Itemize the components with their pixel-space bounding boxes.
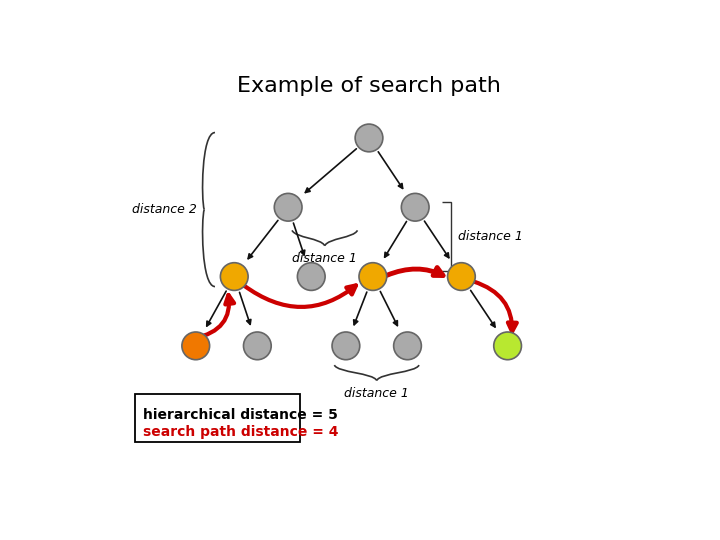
Text: Example of search path: Example of search path bbox=[237, 76, 501, 96]
Text: distance 1: distance 1 bbox=[344, 387, 409, 400]
Circle shape bbox=[494, 332, 521, 360]
Circle shape bbox=[182, 332, 210, 360]
Circle shape bbox=[448, 262, 475, 291]
Circle shape bbox=[220, 262, 248, 291]
Circle shape bbox=[332, 332, 360, 360]
Text: search path distance = 4: search path distance = 4 bbox=[143, 425, 338, 439]
Text: hierarchical distance = 5: hierarchical distance = 5 bbox=[143, 408, 338, 422]
Circle shape bbox=[401, 193, 429, 221]
FancyBboxPatch shape bbox=[135, 394, 300, 442]
Circle shape bbox=[243, 332, 271, 360]
Text: distance 1: distance 1 bbox=[457, 230, 523, 243]
Circle shape bbox=[355, 124, 383, 152]
Text: distance 1: distance 1 bbox=[292, 252, 357, 265]
Circle shape bbox=[394, 332, 421, 360]
Circle shape bbox=[297, 262, 325, 291]
Circle shape bbox=[359, 262, 387, 291]
Text: distance 2: distance 2 bbox=[132, 203, 197, 216]
Circle shape bbox=[274, 193, 302, 221]
